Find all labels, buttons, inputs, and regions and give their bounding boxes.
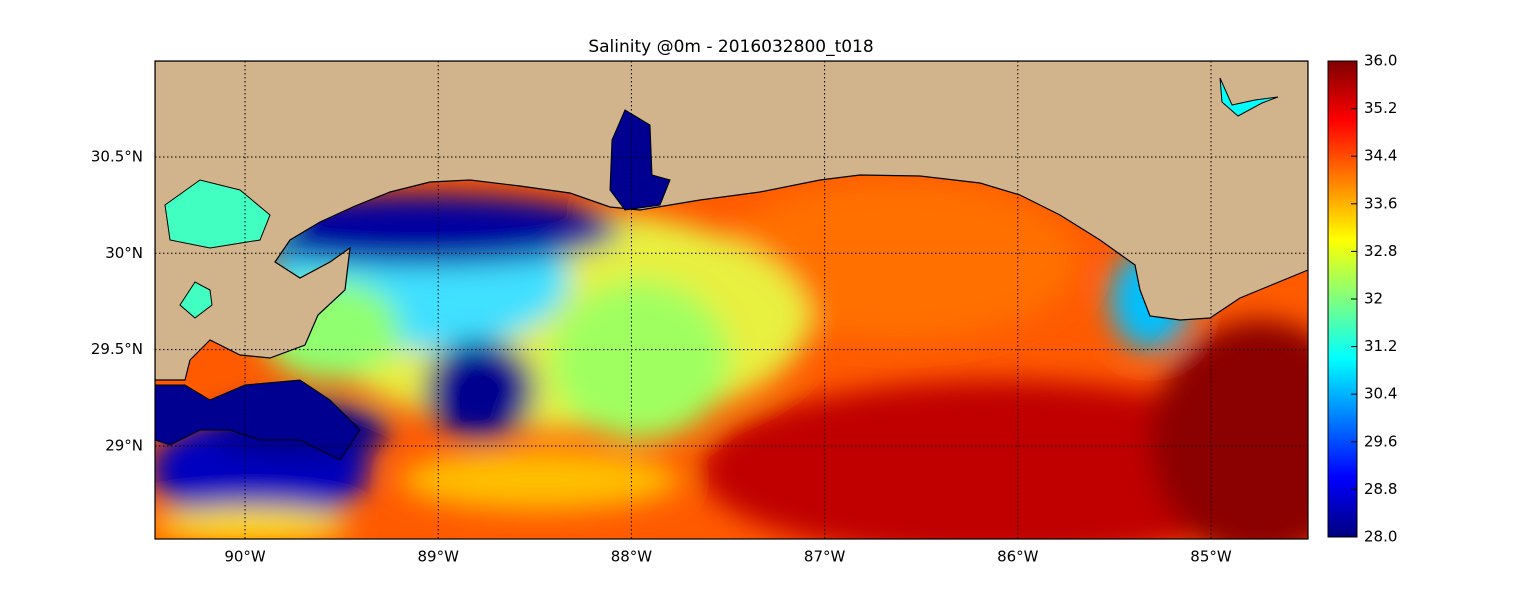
inland-lake (179, 281, 213, 319)
sea-field (155, 180, 1308, 539)
map-title: Salinity @0m - 2016032800_t018 (588, 37, 873, 57)
lat-tick-label: 30.5°N (91, 147, 143, 165)
colorbar-tick-label: 33.6 (1364, 194, 1397, 212)
colorbar-tick-label: 31.2 (1364, 337, 1397, 355)
colorbar-tick-label: 35.2 (1364, 99, 1397, 117)
land (155, 61, 1308, 381)
lon-tick-label: 88°W (611, 548, 653, 566)
salinity-field (155, 61, 1308, 539)
colorbar-tick-label: 32.8 (1364, 242, 1397, 260)
lon-tick-label: 85°W (1190, 548, 1232, 566)
delta (155, 379, 361, 461)
lat-tick-label: 30°N (105, 244, 143, 262)
colorbar-tick-label: 28.0 (1364, 528, 1397, 546)
map-frame (154, 60, 1309, 540)
colorbar-tick-label: 30.4 (1364, 385, 1397, 403)
colorbar-tick-label: 34.4 (1364, 147, 1397, 165)
colorbar-tick-label: 29.6 (1364, 432, 1397, 450)
lon-tick-label: 90°W (224, 548, 266, 566)
lake (164, 179, 271, 249)
graticule (155, 61, 1308, 539)
lon-tick-label: 89°W (418, 548, 460, 566)
lat-tick-label: 29°N (105, 436, 143, 454)
lon-tick-label: 87°W (804, 548, 846, 566)
lon-tick-label: 86°W (997, 548, 1039, 566)
lat-tick-label: 29.5°N (91, 340, 143, 358)
colorbar-tick-label: 36.0 (1364, 52, 1397, 70)
bay (609, 109, 671, 211)
colorbar-tick-label: 32 (1364, 290, 1383, 308)
inland-lake (1219, 77, 1279, 117)
colorbar-tick-label: 28.8 (1364, 480, 1397, 498)
